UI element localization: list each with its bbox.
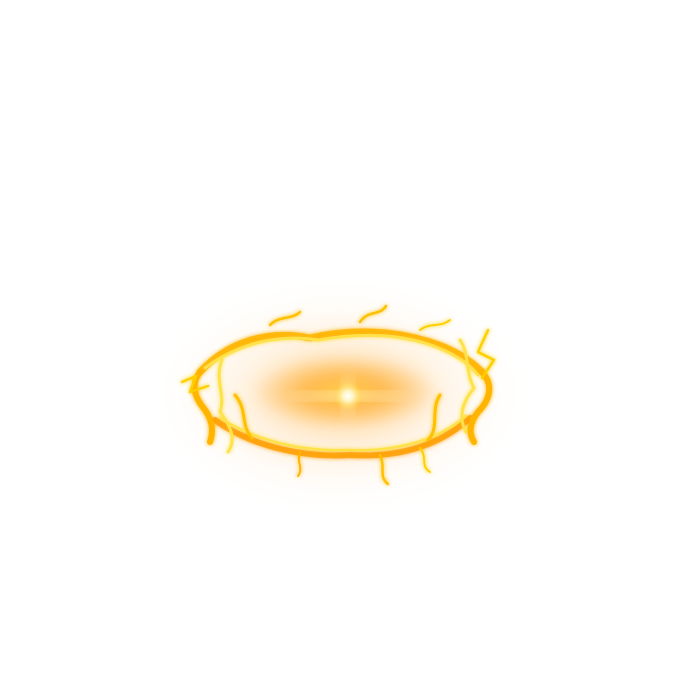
flame-ring xyxy=(180,304,496,486)
center-spark xyxy=(288,374,408,418)
